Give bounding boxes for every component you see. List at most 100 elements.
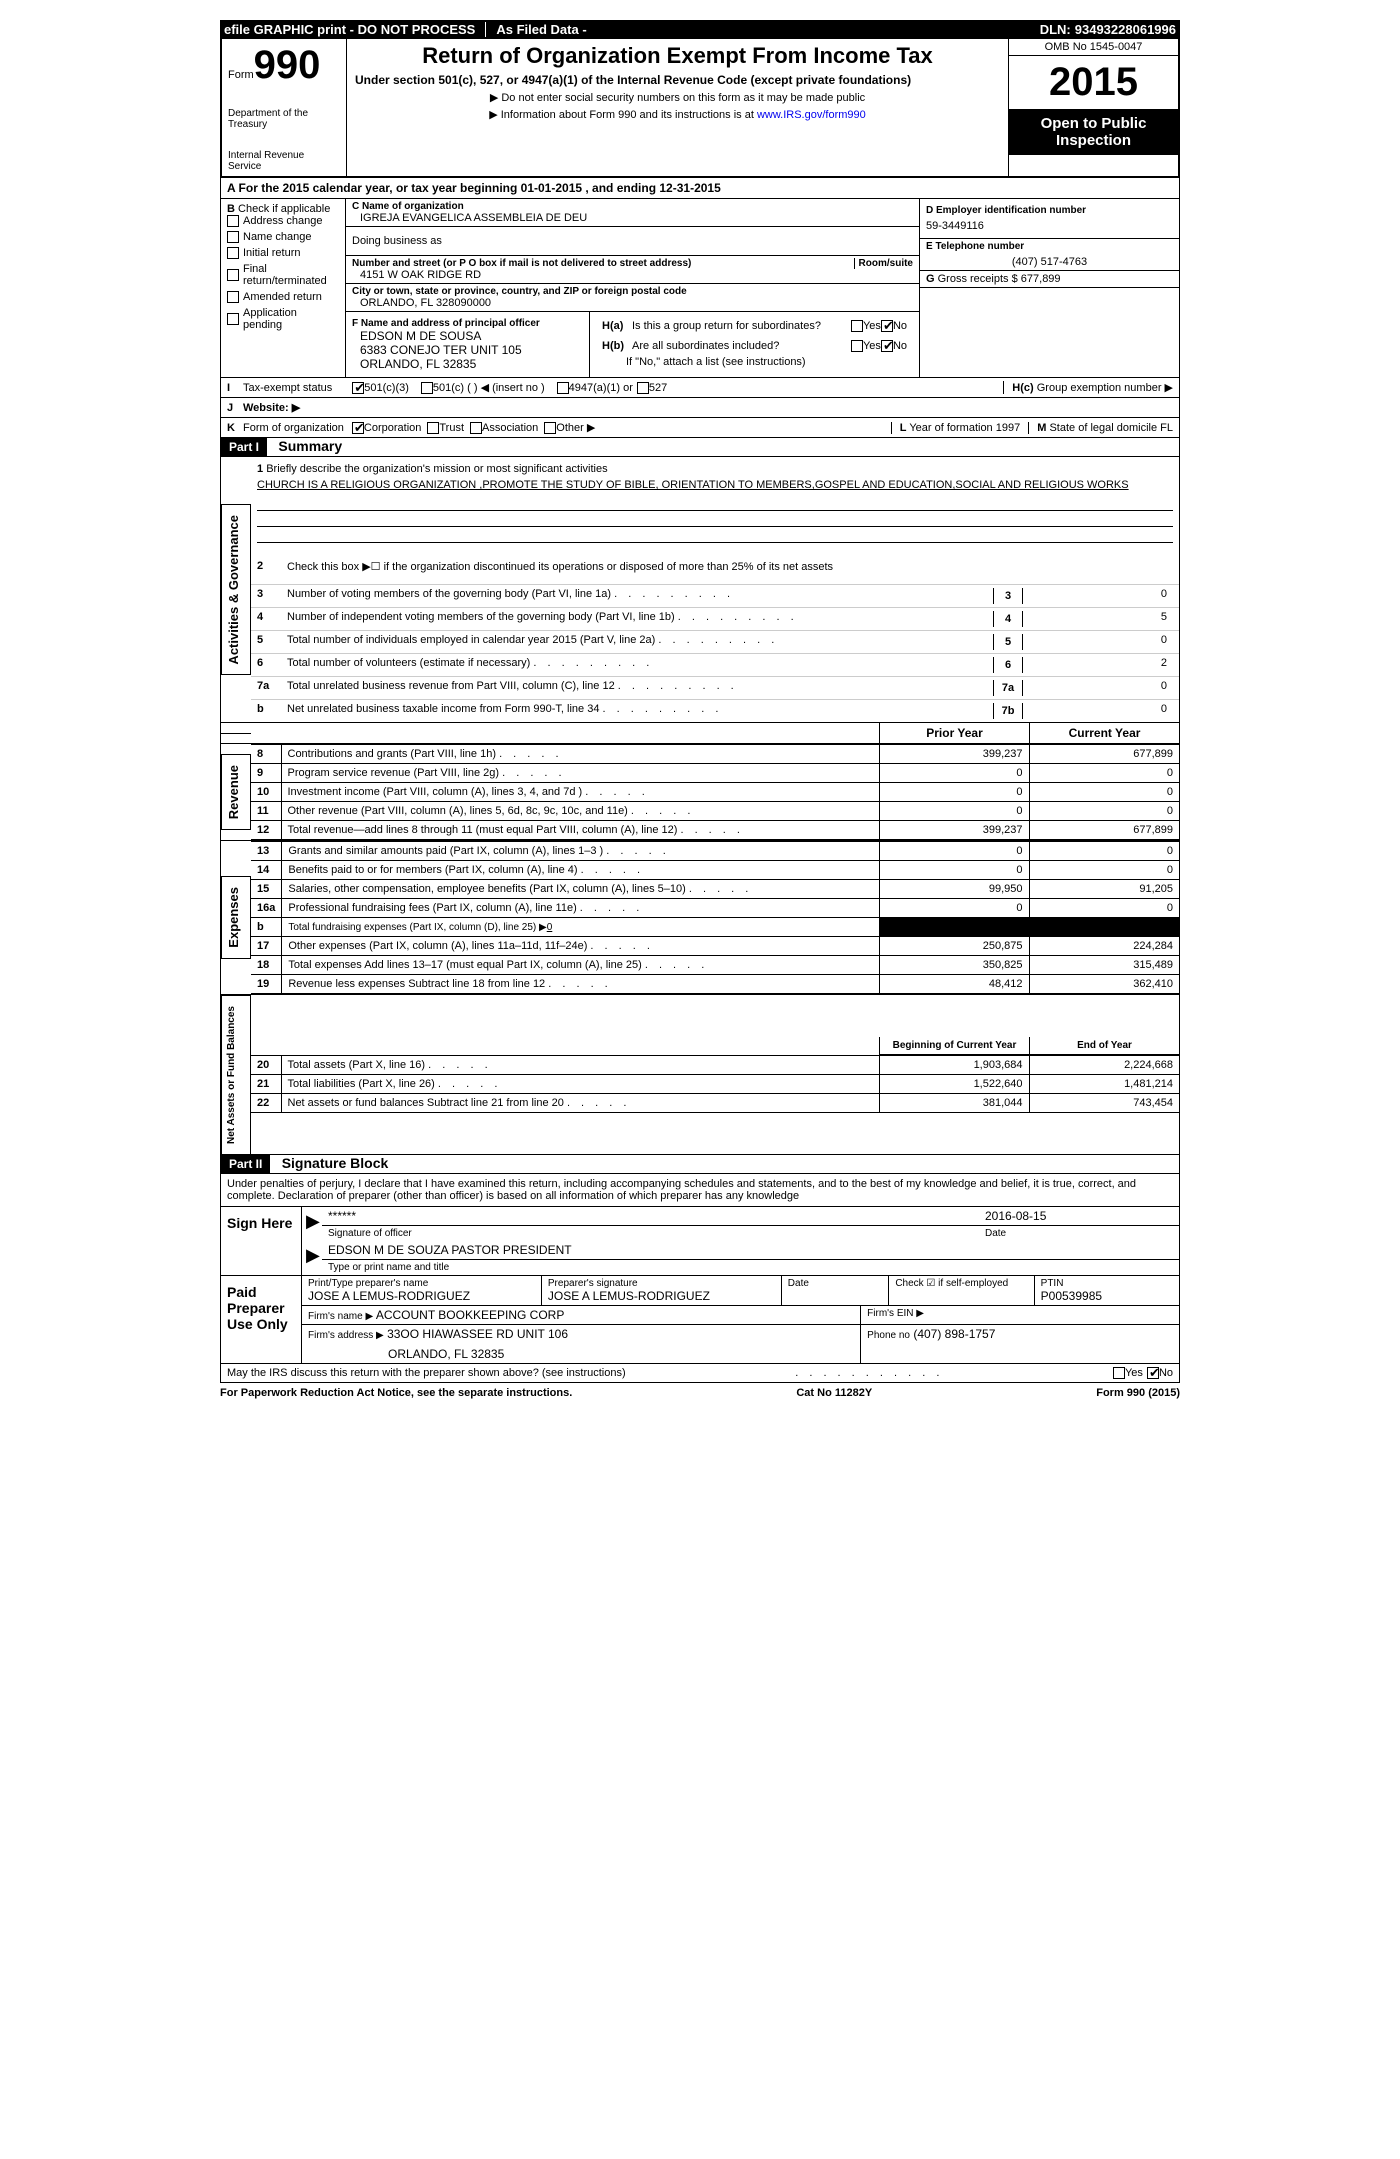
part1-title: Summary [270,438,342,454]
summary-line: 7aTotal unrelated business revenue from … [251,676,1179,699]
top-bar: efile GRAPHIC print - DO NOT PROCESS As … [220,20,1180,39]
governance-section: Activities & Governance 1 Briefly descri… [220,457,1180,723]
org-info-section: B Check if applicable Address change Nam… [220,199,1180,378]
chk-527[interactable] [637,382,649,394]
irs-link[interactable]: www.IRS.gov/form990 [757,109,866,121]
form-text: Form [228,69,254,81]
checkbox-address[interactable] [227,215,239,227]
discuss-row: May the IRS discuss this return with the… [220,1364,1180,1383]
sig-date: 2016-08-15 [979,1207,1179,1225]
footer-left: For Paperwork Reduction Act Notice, see … [220,1387,572,1399]
sig-stars: ****** [322,1207,979,1225]
chk-corp[interactable] [352,422,364,434]
year-formation: 1997 [996,422,1020,434]
dept-irs: Internal Revenue Service [228,150,340,172]
open-inspection: Open to Public Inspection [1009,109,1178,155]
hb-yes[interactable] [851,340,863,352]
mission-text: CHURCH IS A RELIGIOUS ORGANIZATION ,PROM… [257,475,1173,495]
data-row: 21Total liabilities (Part X, line 26) . … [251,1074,1179,1093]
prep-name: JOSE A LEMUS-RODRIGUEZ [308,1289,535,1303]
discuss-no[interactable] [1147,1367,1159,1379]
checkbox-amended[interactable] [227,291,239,303]
data-row: 15Salaries, other compensation, employee… [251,880,1179,899]
expenses-section: Expenses 13Grants and similar amounts pa… [220,841,1180,995]
data-row: 20Total assets (Part X, line 16) . . . .… [251,1055,1179,1074]
hb-no[interactable] [881,340,893,352]
end-year-header: End of Year [1029,1037,1179,1055]
section-b-title: Check if applicable [238,203,330,215]
footer: For Paperwork Reduction Act Notice, see … [220,1383,1180,1403]
data-row: 13Grants and similar amounts paid (Part … [251,842,1179,861]
checkbox-final[interactable] [227,269,239,281]
form-number: 990 [254,43,321,87]
gov-label: Activities & Governance [222,505,245,675]
data-row: 22Net assets or fund balances Subtract l… [251,1093,1179,1112]
data-row: 18Total expenses Add lines 13–17 (must e… [251,956,1179,975]
form-header: Form990 Department of the Treasury Inter… [220,39,1180,178]
summary-line: 5Total number of individuals employed in… [251,630,1179,653]
firm-phone: (407) 898-1757 [913,1327,995,1341]
sign-here-block: Sign Here ▶ ****** 2016-08-15 Signature … [220,1207,1180,1276]
dln-value: 93493228061996 [1075,22,1176,37]
data-row: 16aProfessional fundraising fees (Part I… [251,899,1179,918]
info-note: ▶ Information about Form 990 and its ins… [355,108,1000,121]
gross-value: 677,899 [1021,273,1061,285]
chk-assoc[interactable] [470,422,482,434]
part2-header: Part II [221,1155,270,1173]
checkbox-initial[interactable] [227,247,239,259]
chk-501c3[interactable] [352,382,364,394]
data-row: bTotal fundraising expenses (Part IX, co… [251,918,1179,937]
ptin-val: P00539985 [1041,1289,1173,1303]
discuss-yes[interactable] [1113,1367,1125,1379]
ha-no[interactable] [881,320,893,332]
ssn-note: ▶ Do not enter social security numbers o… [355,91,1000,104]
checkbox-name[interactable] [227,231,239,243]
part1-header: Part I [221,438,267,456]
firm-addr1: 33OO HIAWASSEE RD UNIT 106 [387,1327,568,1341]
chk-trust[interactable] [427,422,439,434]
officer-label: F Name and address of principal officer [352,318,583,329]
net-label: Net Assets or Fund Balances [222,996,241,1154]
exp-label: Expenses [222,877,245,958]
ein-value: 59-3449116 [926,220,1173,232]
officer-name-val: EDSON M DE SOUZA PASTOR PRESIDENT [322,1241,1179,1260]
tax-year: 2015 [1009,56,1178,109]
data-row: 11Other revenue (Part VIII, column (A), … [251,802,1179,821]
footer-mid: Cat No 11282Y [796,1387,872,1399]
firm-addr2: ORLANDO, FL 32835 [308,1347,854,1361]
dba-label: Doing business as [352,235,913,247]
state-domicile: FL [1160,422,1173,434]
form-title: Return of Organization Exempt From Incom… [355,43,1000,69]
org-name-label: C Name of organization [352,201,913,212]
room-label: Room/suite [854,258,913,269]
sign-here-label: Sign Here [221,1207,301,1275]
paid-prep-label: Paid Preparer Use Only [221,1276,301,1363]
data-row: 14Benefits paid to or for members (Part … [251,861,1179,880]
website-row: J Website: ▶ [220,398,1180,418]
calendar-year: A For the 2015 calendar year, or tax yea… [220,178,1180,199]
summary-line: bNet unrelated business taxable income f… [251,699,1179,722]
street-label: Number and street (or P O box if mail is… [352,258,854,269]
begin-year-header: Beginning of Current Year [879,1037,1029,1055]
phone-label: E Telephone number [926,241,1173,252]
rev-label: Revenue [222,755,245,829]
chk-other[interactable] [544,422,556,434]
revenue-section: Revenue 8Contributions and grants (Part … [220,744,1180,841]
chk-4947[interactable] [557,382,569,394]
data-row: 9Program service revenue (Part VIII, lin… [251,764,1179,783]
ha-yes[interactable] [851,320,863,332]
prep-sig: JOSE A LEMUS-RODRIGUEZ [548,1289,775,1303]
dln-label: DLN: [1040,22,1071,37]
paid-preparer-block: Paid Preparer Use Only Print/Type prepar… [220,1276,1180,1364]
as-filed-label: As Filed Data - [496,22,586,37]
ein-label: D Employer identification number [926,205,1173,216]
officer-name: EDSON M DE SOUSA [352,329,583,343]
gross-label: G [926,273,935,285]
current-year-header: Current Year [1029,723,1179,743]
checkbox-pending[interactable] [227,313,239,325]
phone-value: (407) 517-4763 [926,256,1173,268]
omb-number: OMB No 1545-0047 [1009,39,1178,56]
city-label: City or town, state or province, country… [352,286,913,297]
footer-right: Form 990 (2015) [1096,1387,1180,1399]
chk-501c[interactable] [421,382,433,394]
